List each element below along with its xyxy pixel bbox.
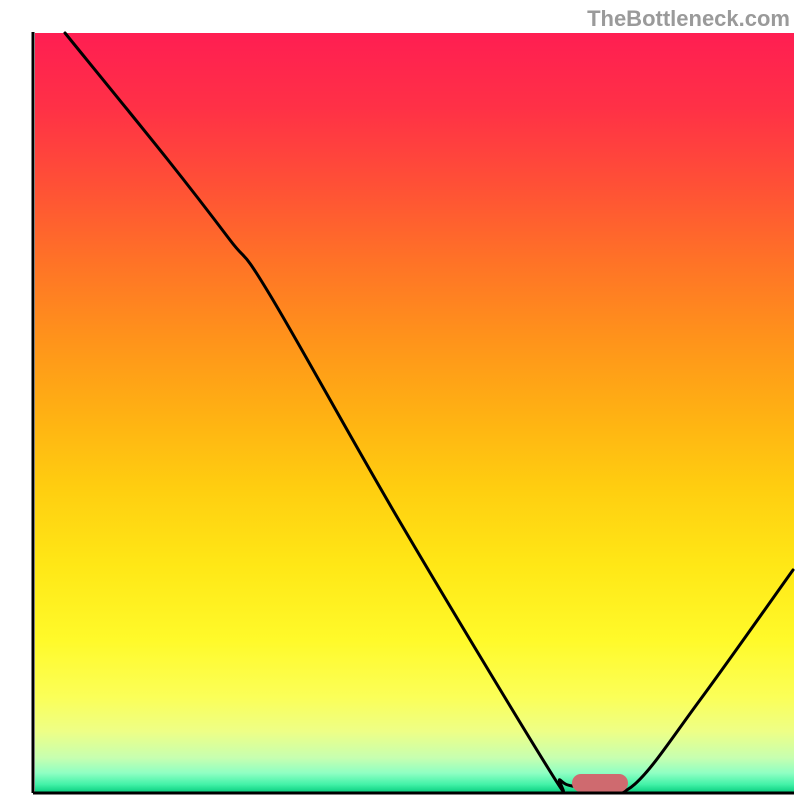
- bottleneck-chart: [0, 0, 800, 800]
- optimal-marker: [572, 774, 628, 792]
- gradient-background: [35, 33, 794, 792]
- watermark-text: TheBottleneck.com: [587, 6, 790, 32]
